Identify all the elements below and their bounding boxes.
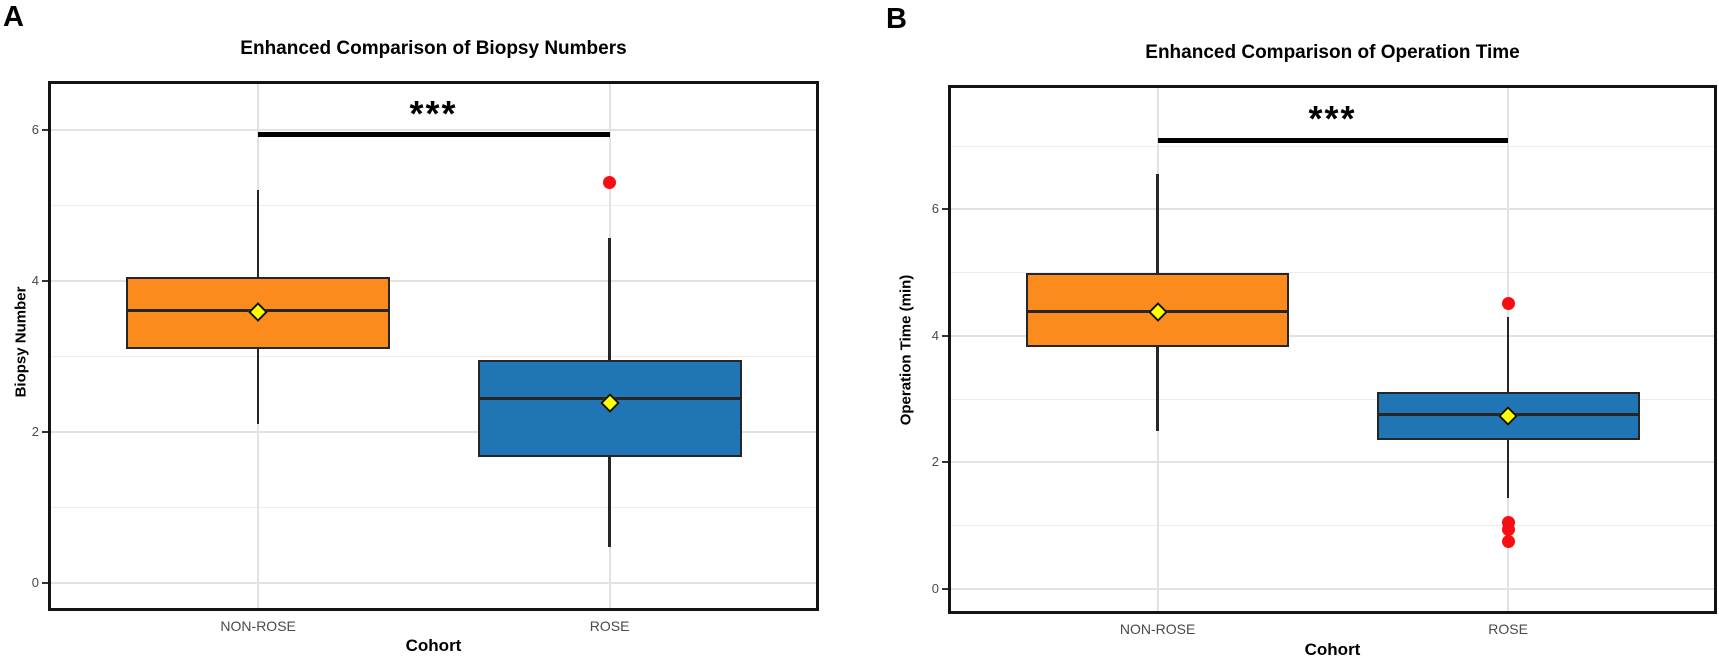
panel-a-letter: A (3, 1, 24, 33)
chart-title-b: Enhanced Comparison of Operation Time (1145, 42, 1520, 63)
significance-bar (1157, 137, 1509, 143)
panel-b-letter: B (886, 3, 907, 35)
y-tick-label: 4 (931, 327, 939, 343)
chart-title-a: Enhanced Comparison of Biopsy Numbers (240, 38, 627, 59)
y-axis-title-a: Biopsy Number (12, 286, 30, 398)
gridline-major (49, 581, 818, 584)
y-tick-mark (942, 208, 949, 211)
significance-bar (258, 132, 610, 138)
gridline-major (949, 461, 1716, 464)
gridline-minor (949, 398, 1716, 400)
gridline-minor (949, 272, 1716, 274)
y-tick-mark (42, 279, 49, 282)
y-tick-mark (942, 461, 949, 464)
gridline-major (949, 334, 1716, 337)
outlier-dot (603, 175, 617, 189)
gridline-major (949, 208, 1716, 211)
x-cat-label: NON-ROSE (220, 618, 296, 634)
outlier-dot (1501, 535, 1515, 548)
y-tick-mark (42, 581, 49, 584)
outlier-dot (1501, 522, 1515, 536)
gridline-major (49, 128, 818, 131)
gridline-minor (949, 525, 1716, 527)
y-tick-label: 2 (931, 454, 939, 470)
gridline-major (49, 430, 818, 433)
y-tick-label: 6 (31, 121, 39, 137)
y-axis-title-b: Operation Time (min) (897, 274, 915, 426)
x-cat-label: ROSE (1488, 621, 1528, 637)
y-tick-label: 4 (31, 272, 39, 288)
significance-stars-a: *** (409, 93, 458, 134)
gridline-minor (49, 355, 818, 357)
x-cat-label: ROSE (589, 618, 630, 634)
outlier-dot (1501, 296, 1515, 310)
gridline-minor (949, 145, 1716, 147)
x-axis-title-b: Cohort (1304, 640, 1361, 659)
panel-border (948, 85, 1717, 614)
significance-stars-b: *** (1308, 98, 1357, 139)
gridline-major (949, 587, 1716, 590)
y-tick-label: 2 (31, 423, 39, 439)
y-tick-label: 0 (31, 574, 39, 590)
x-axis-title-a: Cohort (405, 636, 462, 655)
y-tick-label: 6 (931, 201, 939, 217)
y-tick-mark (42, 128, 49, 131)
y-tick-mark (942, 587, 949, 590)
y-tick-label: 0 (931, 580, 939, 596)
y-tick-mark (942, 334, 949, 337)
x-cat-label: NON-ROSE (1119, 621, 1196, 637)
gridline-major (49, 279, 818, 282)
y-tick-mark (42, 430, 49, 433)
gridline-minor (49, 204, 818, 206)
gridline-minor (49, 506, 818, 508)
